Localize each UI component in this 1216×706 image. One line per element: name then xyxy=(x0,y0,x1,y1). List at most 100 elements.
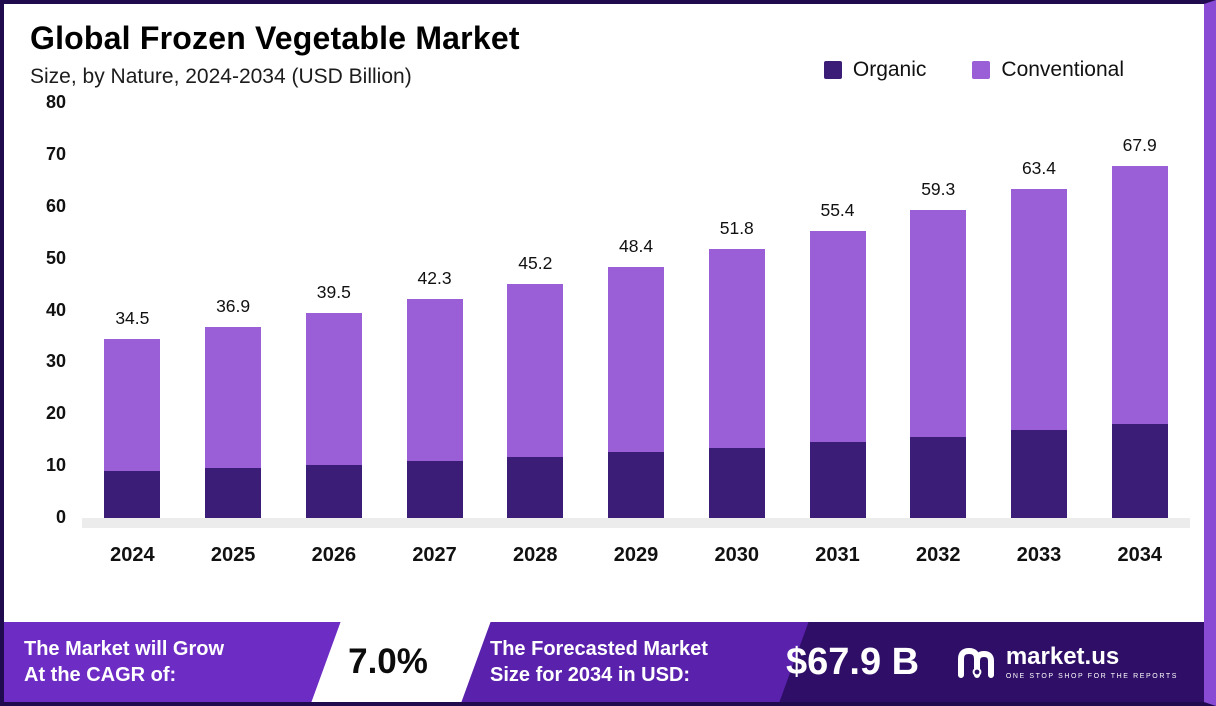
bar-stack xyxy=(708,249,765,518)
x-axis-year-label: 2030 xyxy=(714,544,760,566)
bar-column: 39.5 xyxy=(283,103,384,518)
organic-segment xyxy=(910,436,967,518)
bar-column: 51.8 xyxy=(686,103,787,518)
x-axis-baseline xyxy=(82,518,1190,528)
organic-segment xyxy=(608,451,665,518)
conventional-segment xyxy=(708,249,765,448)
organic-segment xyxy=(406,460,463,518)
organic-segment xyxy=(1111,423,1168,518)
bar-total-label: 39.5 xyxy=(316,282,351,303)
organic-swatch xyxy=(823,61,842,79)
cagr-label-line1: The Market will Grow xyxy=(24,638,225,660)
y-tick-label: 60 xyxy=(45,195,66,216)
x-axis-year-label: 2026 xyxy=(311,544,357,566)
forecast-value: $67.9 B xyxy=(786,640,920,683)
bar-stack xyxy=(205,326,262,518)
page-subtitle: Size, by Nature, 2024-2034 (USD Billion) xyxy=(30,65,412,88)
bar-stack xyxy=(1010,189,1067,518)
conventional-segment xyxy=(406,298,463,461)
y-tick-label: 50 xyxy=(45,247,66,268)
brand-block: market.us ONE STOP SHOP FOR THE REPORTS xyxy=(956,642,1204,680)
legend-label-conventional: Conventional xyxy=(1001,58,1124,81)
conventional-segment xyxy=(205,326,262,468)
organic-segment xyxy=(104,471,161,518)
organic-segment xyxy=(507,456,564,518)
conventional-segment xyxy=(809,230,866,443)
bar-stack xyxy=(305,313,362,518)
bar-total-label: 34.5 xyxy=(115,308,150,329)
x-axis-year-label: 2029 xyxy=(613,544,659,566)
bar-total-label: 42.3 xyxy=(417,267,452,288)
bar-total-label: 36.9 xyxy=(216,295,251,316)
bar-total-label: 63.4 xyxy=(1021,158,1056,179)
conventional-swatch xyxy=(972,61,991,79)
bar-stack xyxy=(809,230,866,518)
forecast-label-line1: The Forecasted Market xyxy=(490,638,708,660)
x-axis-labels: 2024 2025 2026 2027 2028 2029 2030 2031 2032 2033… xyxy=(82,544,1190,567)
bar-stack xyxy=(104,339,161,518)
y-tick-label: 10 xyxy=(45,455,66,476)
x-axis-year-label: 2027 xyxy=(412,544,457,566)
bar-total-label: 67.9 xyxy=(1122,134,1157,155)
conventional-segment xyxy=(507,283,564,457)
brand-name: market.us xyxy=(1005,642,1120,670)
legend-item-organic: Organic xyxy=(823,58,927,82)
y-tick-label: 20 xyxy=(45,403,66,424)
x-axis-year-label: 2033 xyxy=(1016,544,1062,566)
x-axis-year-label: 2034 xyxy=(1117,544,1162,566)
conventional-segment xyxy=(608,266,665,452)
forecast-label: The Forecasted Market Size for 2034 in U… xyxy=(472,636,780,688)
conventional-segment xyxy=(910,210,967,437)
organic-segment xyxy=(205,467,262,518)
bar-column: 34.5 xyxy=(82,103,183,518)
bar-stack xyxy=(1111,165,1168,518)
x-axis-year-label: 2032 xyxy=(915,544,961,566)
bar-column: 45.2 xyxy=(485,103,586,518)
bar-column: 63.4 xyxy=(989,103,1090,518)
conventional-segment xyxy=(104,339,161,472)
page-title: Global Frozen Vegetable Market xyxy=(30,20,520,56)
x-axis-year-label: 2025 xyxy=(210,544,256,566)
brand-texts: market.us ONE STOP SHOP FOR THE REPORTS xyxy=(1005,642,1178,680)
plot-columns: 34.5 36.9 39.5 42.3 45.2 48.4 51.8 55.4 59.3 63.4… xyxy=(82,103,1190,518)
y-tick-label: 70 xyxy=(45,143,66,164)
organic-segment xyxy=(305,464,362,518)
bar-total-label: 45.2 xyxy=(518,252,553,273)
bar-stack xyxy=(910,210,967,518)
bar-stack xyxy=(507,283,564,518)
bar-total-label: 51.8 xyxy=(719,218,754,239)
bar-column: 36.9 xyxy=(183,103,284,518)
brand-tagline: ONE STOP SHOP FOR THE REPORTS xyxy=(1005,672,1178,680)
y-axis: 0 10 20 30 40 50 60 70 80 xyxy=(4,92,82,527)
bottom-banner: The Market will Grow At the CAGR of: 7.0… xyxy=(4,622,1204,702)
organic-segment xyxy=(708,447,765,518)
bar-total-label: 48.4 xyxy=(619,235,654,256)
cagr-label-line2: At the CAGR of: xyxy=(24,664,177,686)
legend-label-organic: Organic xyxy=(852,58,927,81)
plot-wrap: 34.5 36.9 39.5 42.3 45.2 48.4 51.8 55.4 59.3 63.4… xyxy=(82,103,1190,567)
banner-content: The Market will Grow At the CAGR of: 7.0… xyxy=(4,622,1204,702)
bar-total-label: 59.3 xyxy=(921,179,956,200)
bar-column: 67.9 xyxy=(1089,103,1190,518)
bar-column: 55.4 xyxy=(787,103,888,518)
organic-segment xyxy=(809,442,866,518)
conventional-segment xyxy=(1111,165,1168,424)
cagr-label: The Market will Grow At the CAGR of: xyxy=(4,636,304,688)
organic-segment xyxy=(1010,430,1067,518)
x-axis-year-label: 2024 xyxy=(110,544,155,566)
bar-stack xyxy=(406,298,463,518)
market-us-logo-icon xyxy=(957,647,994,678)
bar-total-label: 55.4 xyxy=(820,199,855,220)
y-tick-label: 0 xyxy=(55,507,66,527)
x-axis-year-label: 2028 xyxy=(513,544,558,566)
bar-column: 59.3 xyxy=(888,103,989,518)
chart-header: Global Frozen Vegetable Market Size, by … xyxy=(4,4,1204,89)
conventional-segment xyxy=(1010,189,1067,431)
chart-legend: Organic Conventional xyxy=(823,58,1124,82)
y-tick-label: 40 xyxy=(45,299,66,320)
conventional-segment xyxy=(305,313,362,465)
forecast-label-line2: Size for 2034 in USD: xyxy=(490,664,691,686)
legend-item-conventional: Conventional xyxy=(972,58,1124,82)
bar-column: 48.4 xyxy=(586,103,687,518)
